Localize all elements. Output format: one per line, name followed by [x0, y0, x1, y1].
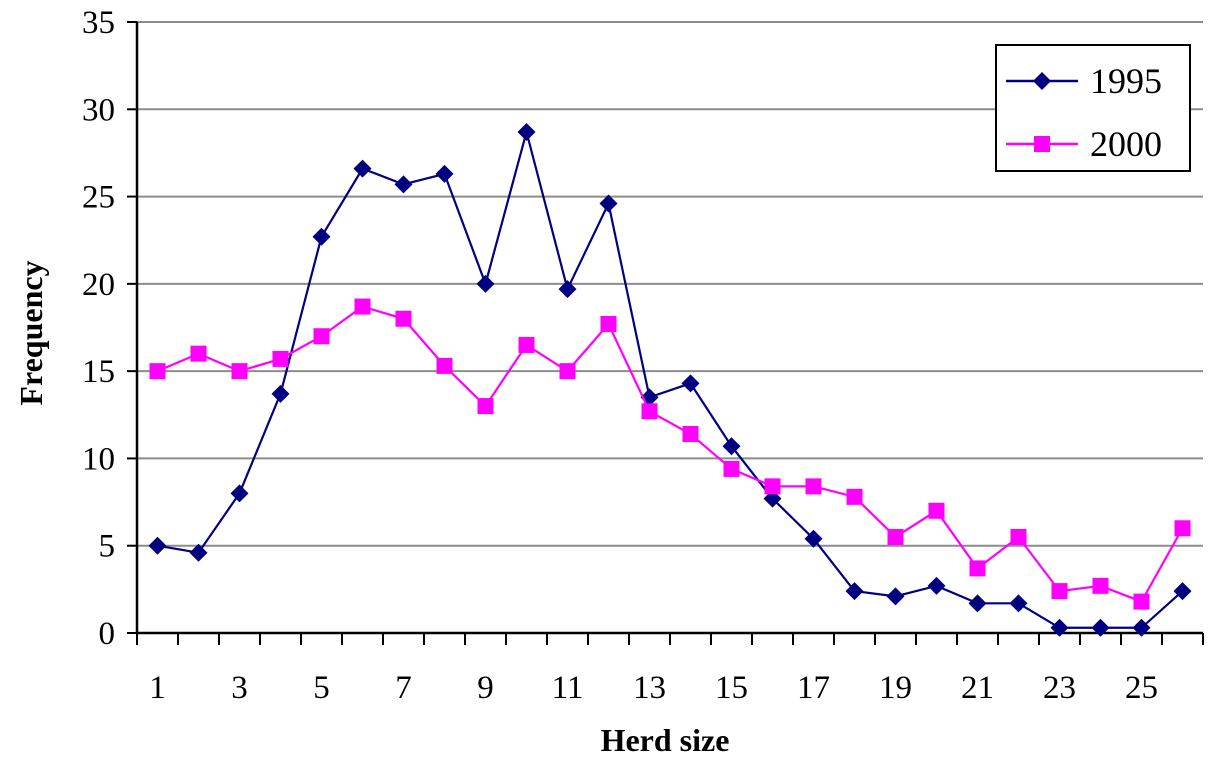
data-point [845, 582, 864, 601]
data-point [149, 363, 166, 380]
data-point [190, 345, 207, 362]
data-point [230, 484, 249, 503]
legend-box [995, 44, 1191, 172]
y-tick-label: 25 [82, 180, 115, 216]
legend: 1995 2000 [995, 44, 1191, 172]
data-point [764, 478, 781, 495]
data-point [887, 528, 904, 545]
data-point [968, 594, 987, 613]
gridlines [137, 21, 1203, 547]
legend-label-1995: 1995 [1090, 61, 1162, 101]
data-point [1132, 618, 1151, 637]
x-tick-label: 11 [552, 670, 584, 706]
data-point [477, 398, 494, 415]
y-axis-title: Frequency [13, 260, 49, 405]
data-series [148, 122, 1192, 637]
data-point [1174, 520, 1191, 537]
data-point [723, 460, 740, 477]
y-tick-label: 15 [82, 354, 115, 390]
x-tick-label: 1 [149, 670, 166, 706]
data-point [1010, 528, 1027, 545]
data-point [395, 310, 412, 327]
x-tick-label: 3 [231, 670, 248, 706]
legend-label-2000: 2000 [1090, 124, 1162, 164]
x-tick-label: 21 [961, 670, 994, 706]
x-tick-label: 9 [477, 670, 494, 706]
data-point [271, 384, 290, 403]
x-tick-label: 25 [1125, 670, 1158, 706]
data-point [272, 350, 289, 367]
y-tick-label: 35 [82, 5, 115, 41]
data-point [353, 159, 372, 178]
data-point [804, 529, 823, 548]
legend-marker-1995 [1033, 72, 1051, 90]
data-point [681, 374, 700, 393]
data-point [148, 536, 167, 555]
data-point [886, 587, 905, 606]
data-point [599, 194, 618, 213]
x-tick-label: 13 [633, 670, 666, 706]
data-point [1092, 577, 1109, 594]
data-point [1051, 583, 1068, 600]
y-tick-label: 30 [82, 92, 115, 128]
x-axis-title: Herd size [601, 722, 730, 758]
axes [127, 21, 1204, 645]
data-point [312, 227, 331, 246]
data-point [682, 425, 699, 442]
data-point [1009, 594, 1028, 613]
legend-marker-2000 [1034, 136, 1050, 152]
data-point [558, 280, 577, 299]
data-point [1091, 618, 1110, 637]
data-point [354, 298, 371, 315]
x-tick-label: 7 [395, 670, 412, 706]
data-point [600, 316, 617, 333]
data-point [559, 363, 576, 380]
y-tick-label: 20 [82, 267, 115, 303]
data-point [805, 478, 822, 495]
data-point [846, 488, 863, 505]
y-tick-label: 0 [99, 616, 116, 652]
x-tick-label: 23 [1043, 670, 1076, 706]
data-point [927, 576, 946, 595]
data-point [394, 175, 413, 194]
x-tick-label: 19 [879, 670, 912, 706]
data-point [231, 363, 248, 380]
series-2000 [149, 298, 1191, 610]
data-point [1173, 582, 1192, 601]
data-point [969, 560, 986, 577]
data-point [435, 164, 454, 183]
x-tick-label: 5 [313, 670, 330, 706]
data-point [476, 274, 495, 293]
series-line-2000 [157, 305, 1184, 603]
data-point [928, 502, 945, 519]
data-point [1133, 593, 1150, 610]
data-point [189, 543, 208, 562]
data-point [436, 357, 453, 374]
data-point [722, 437, 741, 456]
data-point [1050, 618, 1069, 637]
series-line-1995 [157, 127, 1184, 629]
y-tick-label: 5 [99, 529, 116, 565]
data-point [641, 403, 658, 420]
series-1995 [148, 122, 1192, 637]
x-tick-label: 17 [797, 670, 830, 706]
data-point [313, 328, 330, 345]
data-point [517, 122, 536, 141]
y-tick-label: 10 [82, 441, 115, 477]
data-point [518, 336, 535, 353]
x-tick-label: 15 [715, 670, 748, 706]
